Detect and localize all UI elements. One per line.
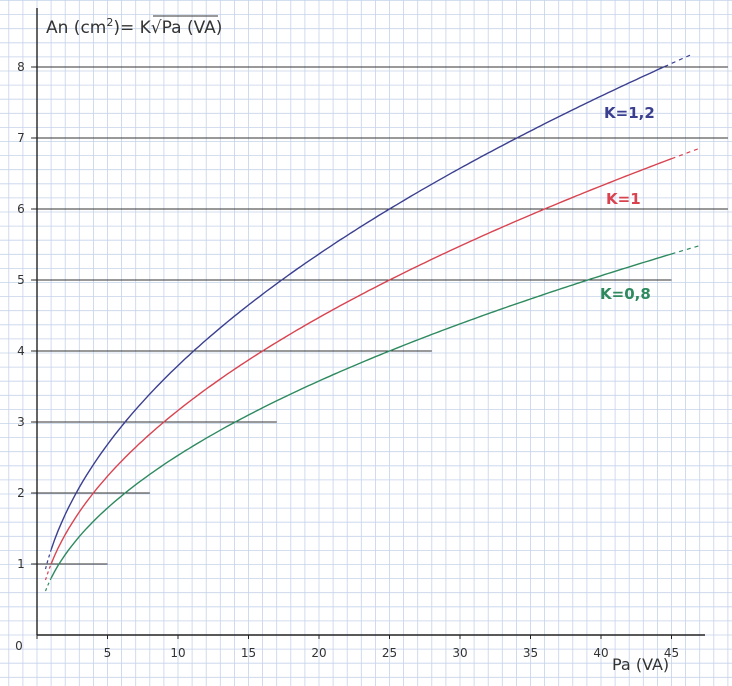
- x-tick-label: 20: [311, 646, 326, 660]
- y-tick-label: 8: [17, 60, 25, 74]
- x-tick-label: 10: [170, 646, 185, 660]
- title-lhs: An (cm: [46, 18, 106, 38]
- title-sup: 2: [106, 16, 113, 29]
- curve-label: K=1,2: [604, 104, 655, 122]
- title-rhs-prefix: )= K: [113, 18, 151, 38]
- curve-line: [50, 65, 665, 551]
- x-tick-labels: 0 5 10 15 20 25 30 35 40 45: [15, 639, 679, 660]
- x-tick-label: 45: [664, 646, 679, 660]
- y-tick-label: 7: [17, 131, 25, 145]
- x-tick-label: 15: [241, 646, 256, 660]
- curve-label: K=1: [606, 190, 641, 208]
- curve-line: [50, 158, 672, 565]
- value-lines: [31, 66, 728, 565]
- y-tick-labels: 1 2 3 4 5 6 7 8: [17, 60, 25, 571]
- curve-start-dash: [44, 563, 52, 581]
- y-tick-label: 3: [17, 415, 25, 429]
- curve-end-dash: [671, 245, 700, 255]
- curve-labels: K=1,2 K=1 K=0,8: [600, 104, 655, 303]
- x-tick-label: 25: [382, 646, 397, 660]
- y-tick-label: 2: [17, 486, 25, 500]
- y-tick-label: 6: [17, 202, 25, 216]
- curve-line: [50, 253, 672, 579]
- x-tick-label: 30: [452, 646, 467, 660]
- axes: [33, 8, 705, 639]
- x-tick-label: 40: [593, 646, 608, 660]
- curves: [44, 53, 700, 592]
- title-radical-sign: √: [151, 18, 162, 38]
- y-tick-label: 5: [17, 273, 25, 287]
- x-tick-label: 5: [104, 646, 112, 660]
- curve-start-dash: [44, 577, 52, 592]
- x-tick-label: 0: [15, 639, 23, 653]
- curve-end-dash: [671, 147, 700, 160]
- title-radicand: Pa (VA): [162, 18, 223, 38]
- y-tick-label: 1: [17, 557, 25, 571]
- curve-end-dash: [664, 53, 693, 68]
- chart-title: An (cm2)= K√Pa (VA): [46, 16, 222, 38]
- x-tick-label: 35: [523, 646, 538, 660]
- curve-label: K=0,8: [600, 285, 651, 303]
- x-axis-label: Pa (VA): [612, 655, 669, 674]
- y-tick-label: 4: [17, 344, 25, 358]
